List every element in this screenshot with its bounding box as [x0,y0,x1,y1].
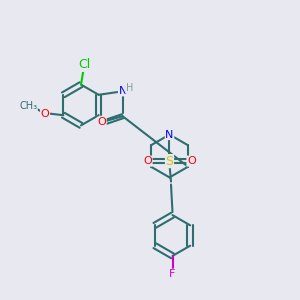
Text: O: O [98,117,106,127]
Text: O: O [187,156,196,166]
Text: S: S [166,154,173,168]
Text: N: N [118,86,127,96]
Text: O: O [143,156,152,166]
Text: O: O [40,109,49,119]
Text: F: F [169,269,176,279]
Text: N: N [165,130,174,140]
Text: Cl: Cl [78,58,90,71]
Text: H: H [125,83,133,93]
Text: CH₃: CH₃ [19,100,37,110]
